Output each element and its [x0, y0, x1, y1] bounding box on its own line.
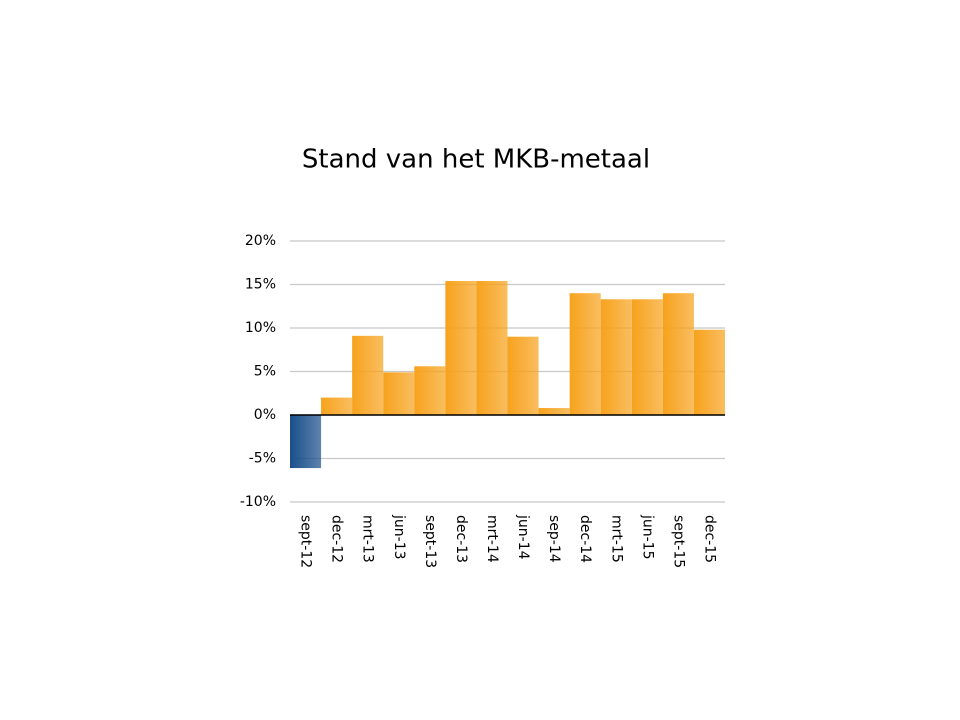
y-tick-label: 5% [254, 364, 276, 380]
bar [414, 366, 446, 415]
bar [600, 299, 632, 415]
y-tick-label: 10% [245, 320, 276, 336]
x-tick-label: sept-13 [422, 515, 438, 568]
x-tick-label: jun-15 [639, 514, 655, 560]
bar [693, 329, 725, 415]
x-tick-label: jun-14 [515, 514, 531, 560]
x-tick-label: dec-14 [577, 515, 593, 563]
x-tick-label: mrt-14 [484, 515, 500, 563]
bar [445, 281, 477, 415]
x-tick-label: dec-12 [329, 515, 345, 563]
x-tick-label: sept-12 [298, 515, 314, 568]
chart-title: Stand van het MKB-metaal [302, 145, 650, 175]
bar [352, 335, 384, 415]
bar [569, 293, 601, 415]
bar [321, 397, 353, 415]
y-tick-label: 15% [245, 277, 276, 293]
x-tick-label: mrt-13 [360, 515, 376, 563]
x-tick-label: jun-13 [391, 514, 407, 560]
y-tick-label: 20% [245, 233, 276, 249]
bar [290, 415, 322, 469]
bar [662, 293, 694, 415]
x-tick-label: sep-14 [546, 515, 562, 563]
bar [631, 299, 663, 415]
x-tick-label: dec-13 [453, 515, 469, 563]
y-tick-label: -5% [249, 451, 276, 467]
bar [507, 336, 539, 415]
bar [538, 408, 570, 415]
x-tick-label: sept-15 [670, 515, 686, 568]
x-tick-label: mrt-15 [608, 515, 624, 563]
bar [476, 281, 508, 415]
bar [383, 372, 415, 415]
y-tick-label: -10% [240, 494, 276, 510]
y-tick-label: 0% [254, 407, 276, 423]
x-tick-label: dec-15 [701, 515, 717, 563]
